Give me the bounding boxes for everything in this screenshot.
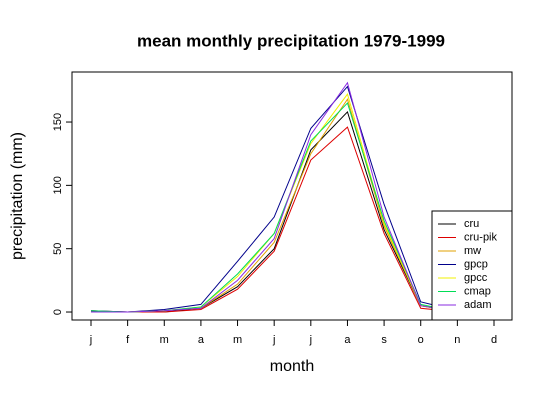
x-tick-label: n — [454, 334, 460, 346]
x-tick-label: s — [381, 334, 387, 346]
x-tick-label: j — [309, 334, 312, 346]
legend-label: cmap — [464, 285, 491, 297]
legend-label: gpcc — [464, 272, 488, 284]
series-line — [90, 126, 494, 313]
x-tick-label: d — [491, 334, 497, 346]
legend-box — [431, 210, 513, 321]
x-tick-label: o — [418, 334, 424, 346]
x-tick-label: m — [233, 334, 242, 346]
legend-label: adam — [464, 299, 492, 311]
series-line — [91, 81, 494, 313]
y-tick-label: 150 — [52, 113, 64, 131]
legend-label: cru-pik — [464, 231, 498, 243]
plot-frame — [71, 71, 513, 321]
x-tick-label: a — [198, 334, 205, 346]
legend-label: gpcp — [464, 258, 488, 270]
legend-label: cru — [464, 218, 479, 230]
chart-title: mean monthly precipitation 1979-1999 — [137, 31, 445, 50]
y-tick-label: 100 — [52, 176, 64, 194]
x-axis-title: month — [270, 358, 314, 375]
x-tick-label: m — [160, 334, 169, 346]
x-tick-label: j — [89, 334, 92, 346]
legend-label: mw — [464, 245, 481, 257]
y-tick-label: 50 — [52, 243, 64, 255]
x-tick-label: a — [344, 334, 351, 346]
x-tick-label: j — [272, 334, 275, 346]
y-axis-title: precipitation (mm) — [9, 132, 26, 260]
series-line — [90, 85, 495, 313]
y-tick-label: 0 — [52, 309, 64, 315]
x-tick-label: f — [126, 334, 130, 346]
